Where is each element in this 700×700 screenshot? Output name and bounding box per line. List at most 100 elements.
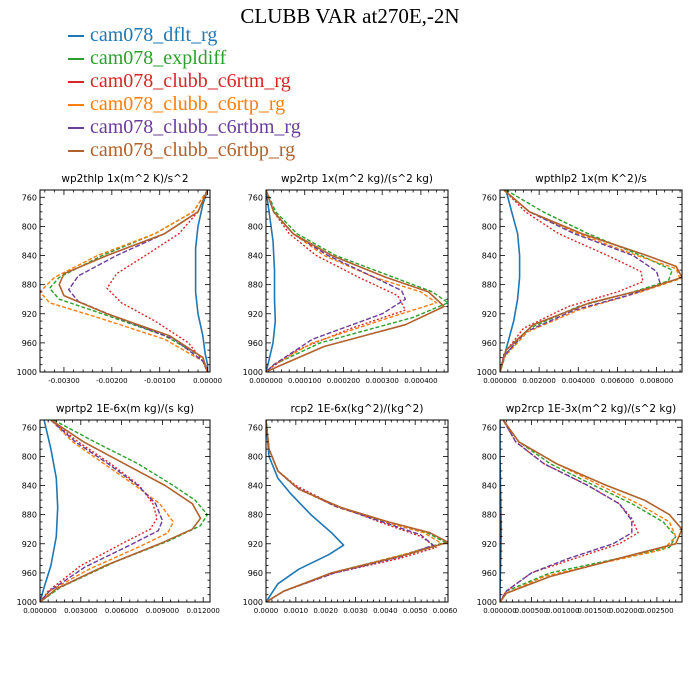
x-tick-label: 0.008000 [640, 377, 673, 385]
chart-panel: wp2thlp 1x(m^2 K)/s^2 760 800 840 880 920 960 1… [17, 173, 222, 385]
x-tick-label: 0.006000 [105, 607, 138, 615]
y-tick-label: 760 [482, 423, 497, 432]
series-group [40, 420, 209, 602]
series-line [500, 190, 682, 372]
x-tick-label: -0.00100 [144, 377, 175, 385]
x-tick-label: 0.0010 [284, 607, 309, 615]
y-tick-label: 960 [248, 339, 263, 348]
x-tick-label: 0.000000 [249, 377, 282, 385]
y-tick-label: 1000 [17, 368, 37, 377]
chart-panel: rcp2 1E-6x(kg^2)/(kg^2) 760 800 840 880 920 96… [243, 403, 458, 615]
x-tick-label: 0.0050 [403, 607, 428, 615]
series-line [266, 420, 345, 602]
plot-frame [39, 189, 211, 373]
x-tick-label: 0.001000 [546, 607, 579, 615]
x-tick-label: 0.000100 [288, 377, 321, 385]
series-line [500, 420, 633, 602]
x-tick-label: 0.00000 [193, 377, 222, 385]
series-line [500, 190, 644, 372]
x-tick-label: 0.003000 [64, 607, 97, 615]
series-line [58, 190, 209, 372]
y-tick-label: 800 [482, 452, 497, 461]
series-line [266, 190, 445, 372]
x-tick-label: 0.0060 [433, 607, 458, 615]
y-tick-label: 920 [22, 310, 37, 319]
plot-frame [265, 189, 449, 373]
x-tick-label: 0.009000 [146, 607, 179, 615]
legend-swatch [68, 81, 84, 83]
x-tick-label: 0.002000 [522, 377, 555, 385]
series-line [266, 190, 448, 372]
y-tick-label: 920 [482, 310, 497, 319]
legend-label: cam078_clubb_c6rtbp_rg [90, 139, 296, 161]
series-group [40, 190, 209, 372]
series-group [266, 420, 448, 602]
y-tick-label: 1000 [477, 368, 497, 377]
y-tick-label: 840 [482, 482, 497, 491]
y-tick-label: 880 [22, 511, 37, 520]
series-line [194, 190, 209, 372]
chart-panel: wpthlp2 1x(m K^2)/s 760 800 840 880 920 960 100… [477, 173, 683, 385]
series-line [500, 420, 639, 602]
plot-frame [39, 419, 211, 603]
y-tick-label: 840 [248, 482, 263, 491]
x-tick-label: 0.0020 [313, 607, 338, 615]
y-tick-label: 840 [22, 252, 37, 261]
series-line [500, 190, 521, 372]
y-tick-label: 920 [22, 540, 37, 549]
legend-label: cam078_clubb_c6rtbm_rg [90, 116, 301, 138]
series-line [40, 420, 209, 602]
y-tick-label: 960 [482, 569, 497, 578]
x-tick-label: 0.0030 [343, 607, 368, 615]
panel-title: wpthlp2 1x(m K^2)/s [535, 173, 647, 185]
x-tick-label: 0.002500 [640, 607, 673, 615]
y-tick-label: 760 [22, 423, 37, 432]
series-line [40, 420, 158, 602]
series-line [500, 420, 682, 602]
y-tick-label: 960 [248, 569, 263, 578]
series-line [40, 420, 175, 602]
y-tick-label: 760 [482, 193, 497, 202]
series-line [500, 190, 662, 372]
y-tick-label: 960 [22, 569, 37, 578]
panel-title: wp2rtp 1x(m^2 kg)/(s^2 kg) [281, 173, 433, 185]
x-tick-label: 0.000200 [327, 377, 360, 385]
y-tick-label: 960 [22, 339, 37, 348]
x-tick-label: -0.00300 [48, 377, 79, 385]
y-tick-label: 1000 [17, 598, 37, 607]
x-tick-label: 0.000000 [483, 607, 516, 615]
y-tick-label: 920 [482, 540, 497, 549]
y-tick-label: 880 [482, 511, 497, 520]
chart-panel: wp2rcp 1E-3x(m^2 kg)/(s^2 kg) 760 800 840 88… [477, 403, 683, 615]
series-line [40, 190, 209, 372]
y-tick-label: 760 [22, 193, 37, 202]
plot-frame [499, 419, 683, 603]
y-tick-label: 960 [482, 339, 497, 348]
y-tick-label: 800 [22, 452, 37, 461]
panel-title: rcp2 1E-6x(kg^2)/(kg^2) [291, 403, 424, 415]
series-line [266, 420, 448, 602]
series-line [500, 420, 677, 602]
panel-title: wprtp2 1E-6x(m kg)/(s kg) [56, 403, 194, 415]
legend-swatch [68, 150, 84, 152]
plot-frame [265, 419, 449, 603]
y-tick-label: 800 [482, 222, 497, 231]
x-tick-label: 0.000300 [365, 377, 398, 385]
y-tick-label: 920 [248, 310, 263, 319]
series-line [500, 190, 673, 372]
series-line [266, 190, 407, 372]
legend-label: cam078_expldiff [90, 47, 227, 69]
y-tick-label: 880 [482, 281, 497, 290]
panel-title: wp2rcp 1E-3x(m^2 kg)/(s^2 kg) [506, 403, 677, 415]
series-line [266, 420, 434, 602]
y-tick-label: 880 [22, 281, 37, 290]
x-tick-label: 0.000000 [23, 607, 56, 615]
y-tick-label: 880 [248, 281, 263, 290]
legend-swatch [68, 58, 84, 60]
series-line [106, 190, 209, 372]
chart-panel: wprtp2 1E-6x(m kg)/(s kg) 760 800 840 880 920… [17, 403, 220, 615]
series-group [266, 190, 448, 372]
series-line [500, 190, 681, 372]
y-tick-label: 840 [482, 252, 497, 261]
x-tick-label: 0.002000 [609, 607, 642, 615]
